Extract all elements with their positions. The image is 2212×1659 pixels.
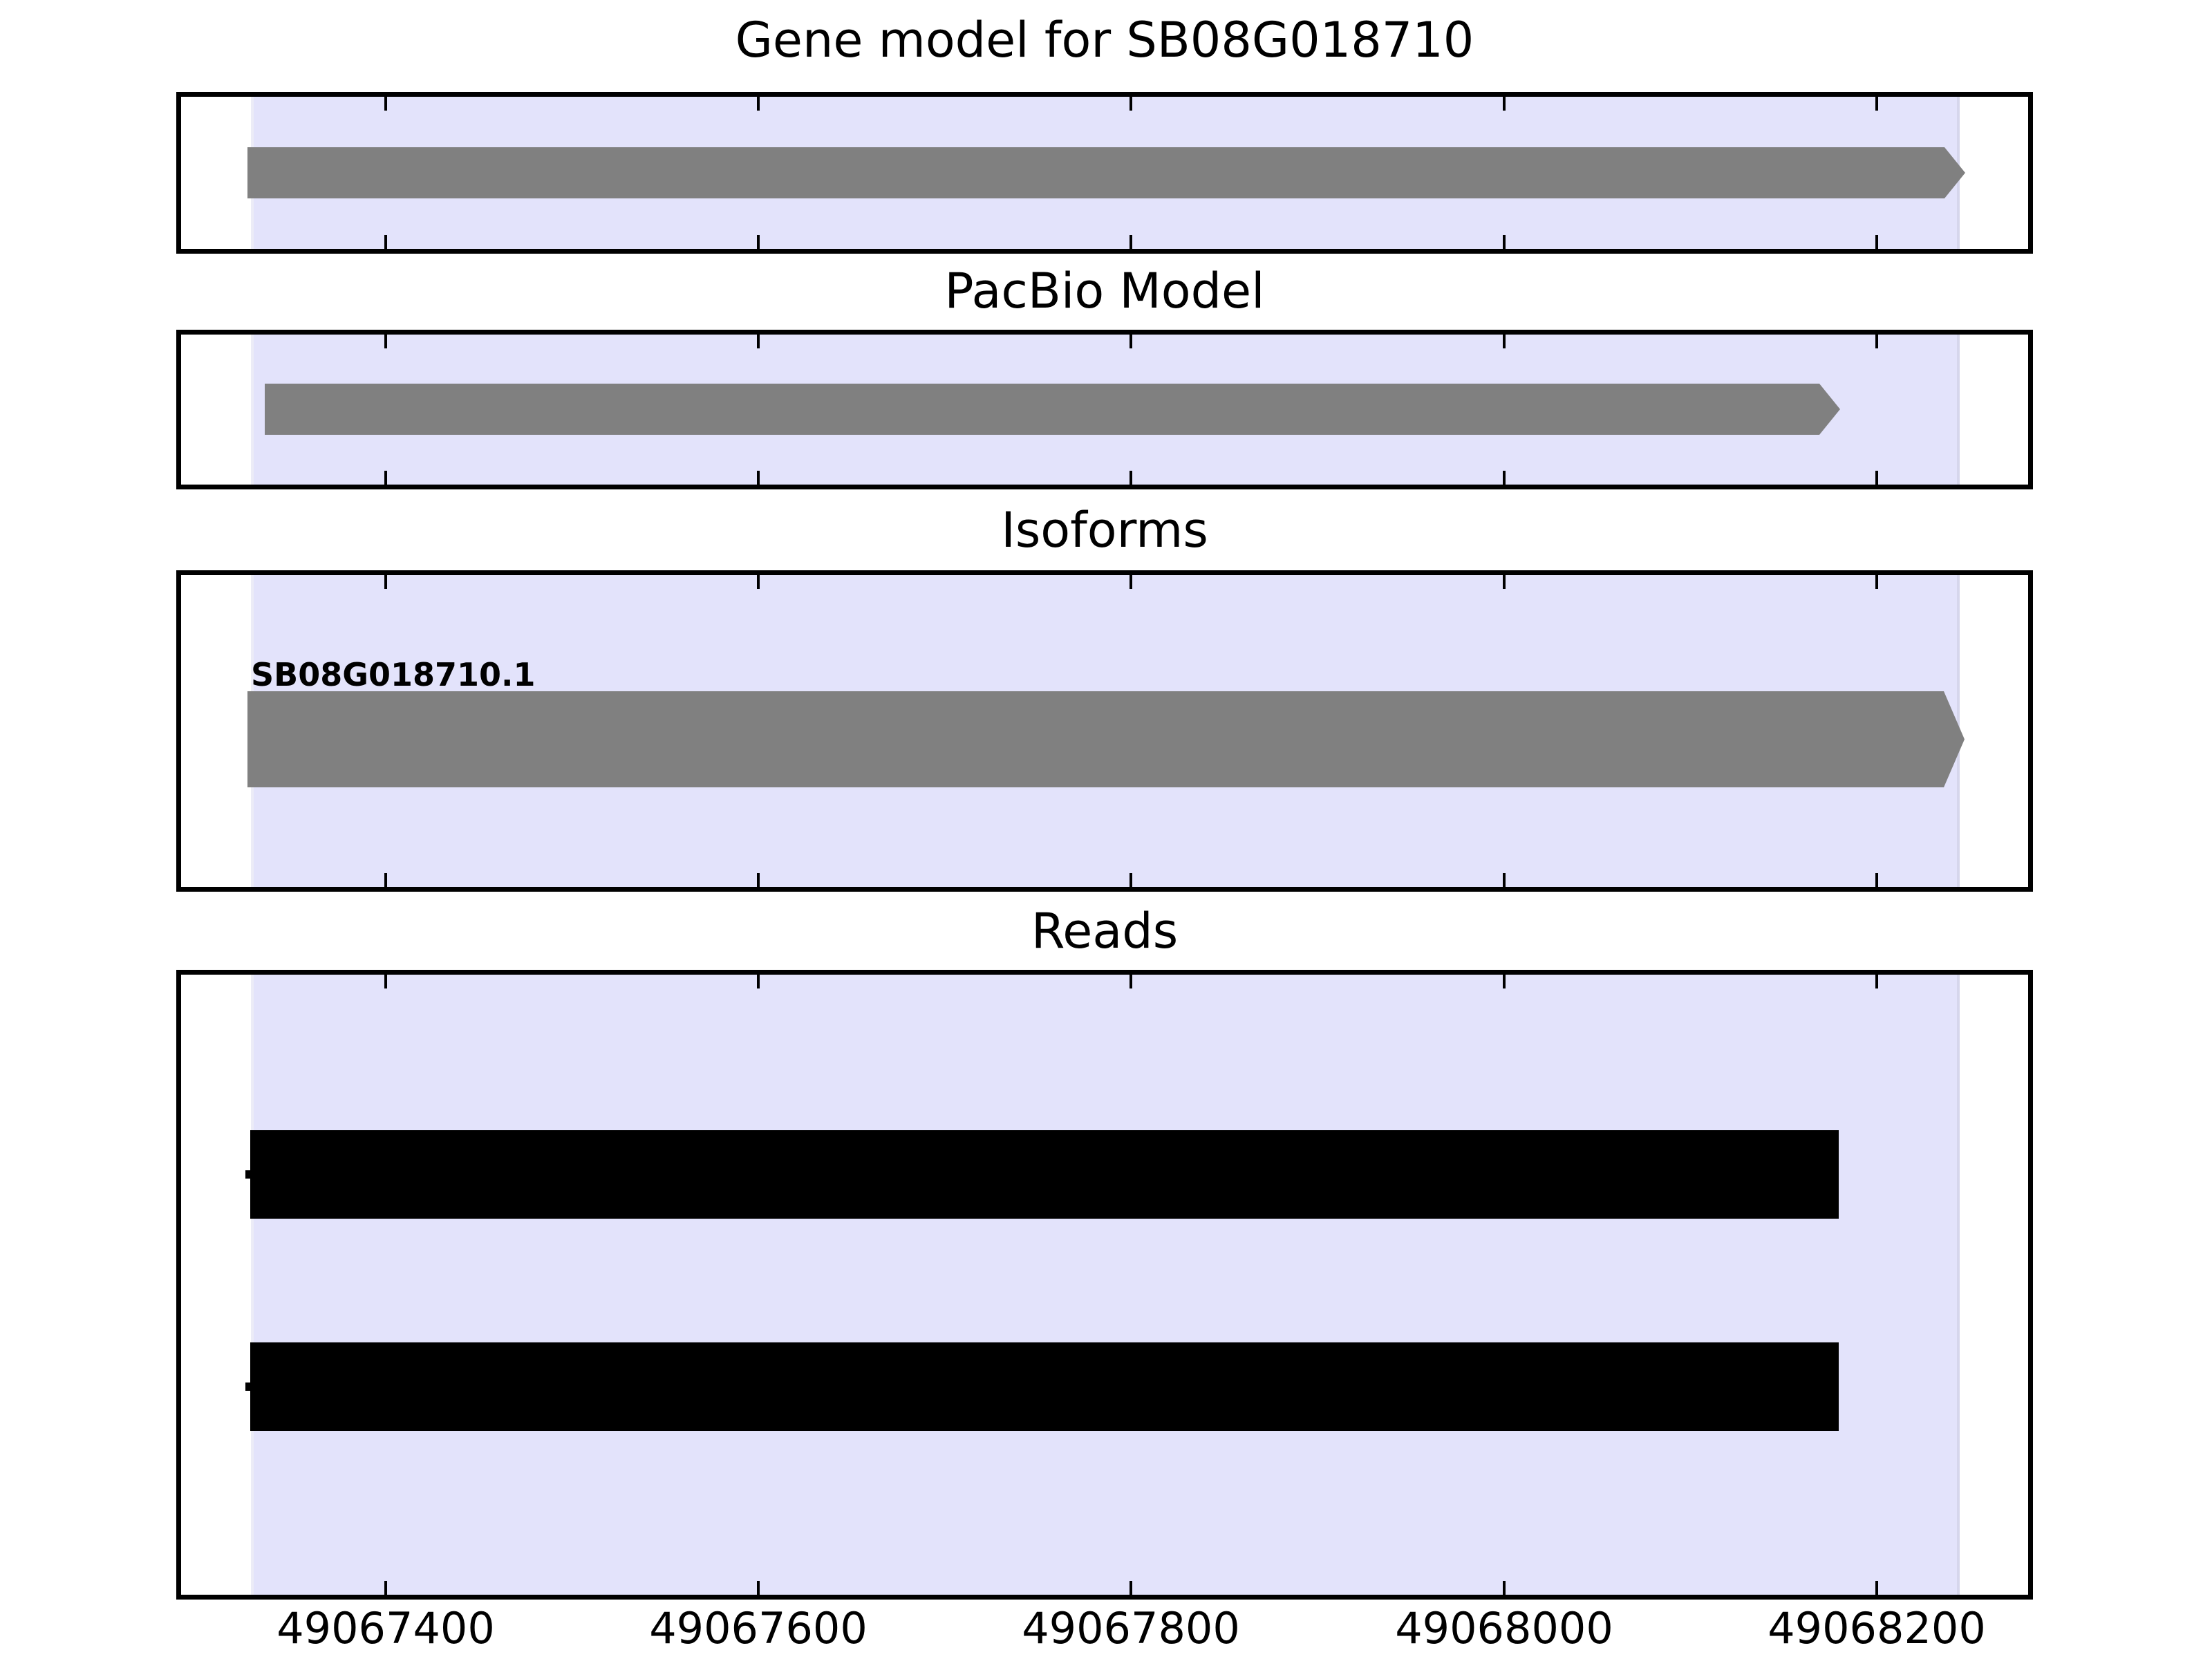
- axis-tick-mark: [1875, 235, 1878, 249]
- tick-row-bottom: [181, 235, 2028, 249]
- read-label-mark: [245, 1382, 252, 1391]
- axis-tick-mark: [384, 235, 387, 249]
- gene-model-arrow: [247, 147, 1965, 198]
- axis-tick-mark: [384, 471, 387, 485]
- axis-tick-mark: [1130, 975, 1132, 988]
- tick-row-top: [181, 335, 2028, 348]
- panel-reads: [176, 970, 2033, 1600]
- isoform-name-label: SB08G018710.1: [251, 656, 536, 693]
- axis-tick-mark: [1503, 575, 1506, 589]
- panel-gene-model: [176, 92, 2033, 254]
- axis-tick-mark: [1130, 97, 1132, 111]
- x-axis-tick-label: 49067800: [1022, 1603, 1240, 1653]
- axis-tick-mark: [384, 873, 387, 887]
- axis-tick-mark: [1875, 873, 1878, 887]
- x-axis-tick-label: 49067400: [276, 1603, 495, 1653]
- panel-title-reads: Reads: [1031, 903, 1179, 959]
- axis-tick-mark: [757, 1581, 760, 1595]
- axis-tick-mark: [384, 335, 387, 348]
- tick-row-top: [181, 975, 2028, 988]
- axis-tick-mark: [757, 471, 760, 485]
- read-bar: [250, 1342, 1839, 1431]
- axis-tick-mark: [1503, 235, 1506, 249]
- axis-tick-mark: [1875, 975, 1878, 988]
- axis-tick-mark: [1503, 97, 1506, 111]
- axis-tick-mark: [384, 1581, 387, 1595]
- axis-tick-mark: [1503, 471, 1506, 485]
- axis-tick-mark: [1130, 873, 1132, 887]
- axis-tick-mark: [1130, 235, 1132, 249]
- read-bar: [250, 1130, 1839, 1219]
- tick-row-bottom: [181, 873, 2028, 887]
- axis-tick-mark: [1130, 471, 1132, 485]
- axis-tick-mark: [1875, 471, 1878, 485]
- gene-region-highlight: [251, 975, 1960, 1595]
- axis-tick-mark: [1130, 575, 1132, 589]
- axis-tick-mark: [757, 335, 760, 348]
- read-label-mark: [245, 1170, 252, 1179]
- isoform-arrow: [247, 691, 1965, 787]
- axis-tick-mark: [384, 575, 387, 589]
- axis-tick-mark: [384, 97, 387, 111]
- tick-row-bottom: [181, 1581, 2028, 1595]
- panel-pacbio-model: [176, 330, 2033, 489]
- tick-row-bottom: [181, 471, 2028, 485]
- axis-tick-mark: [1875, 1581, 1878, 1595]
- axis-tick-mark: [757, 975, 760, 988]
- axis-tick-mark: [1130, 1581, 1132, 1595]
- panel-title-pacbio: PacBio Model: [944, 263, 1265, 319]
- axis-tick-mark: [1130, 335, 1132, 348]
- axis-tick-mark: [384, 975, 387, 988]
- axis-tick-mark: [1875, 575, 1878, 589]
- axis-tick-mark: [757, 97, 760, 111]
- x-axis-tick-label: 49068000: [1395, 1603, 1613, 1653]
- axis-tick-mark: [1875, 335, 1878, 348]
- tick-row-top: [181, 97, 2028, 111]
- panel-isoforms: SB08G018710.1: [176, 570, 2033, 892]
- axis-tick-mark: [757, 575, 760, 589]
- pacbio-model-arrow: [265, 384, 1840, 435]
- axis-tick-mark: [1503, 873, 1506, 887]
- x-axis-tick-label: 49068200: [1768, 1603, 1986, 1653]
- panel-title-isoforms: Isoforms: [1001, 502, 1208, 559]
- axis-tick-mark: [757, 873, 760, 887]
- x-axis-tick-label: 49067600: [649, 1603, 868, 1653]
- axis-tick-mark: [757, 235, 760, 249]
- axis-tick-mark: [1503, 1581, 1506, 1595]
- panel-title-gene-model: Gene model for SB08G018710: [735, 12, 1474, 68]
- axis-tick-mark: [1503, 335, 1506, 348]
- axis-tick-mark: [1503, 975, 1506, 988]
- axis-tick-mark: [1875, 97, 1878, 111]
- tick-row-top: [181, 575, 2028, 589]
